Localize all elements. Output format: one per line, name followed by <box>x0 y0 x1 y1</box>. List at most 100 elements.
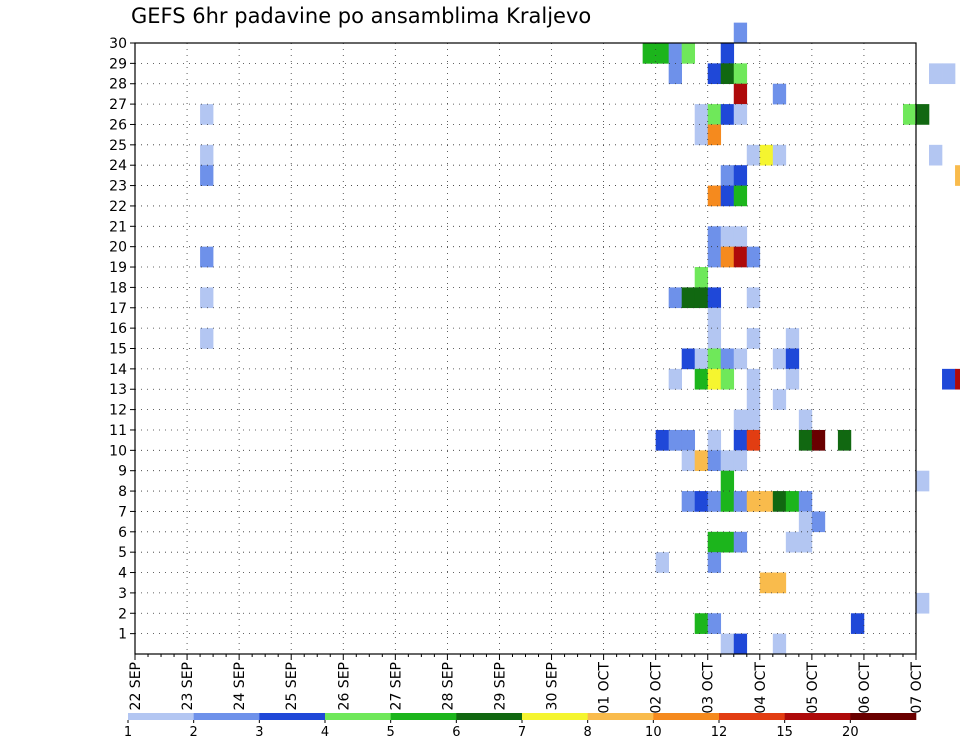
heatmap-cell <box>681 43 696 64</box>
heatmap-cell <box>916 104 930 125</box>
y-tick-label: 11 <box>109 423 127 439</box>
legend-swatch <box>325 713 391 720</box>
heatmap-cell <box>772 572 787 594</box>
heatmap-cell <box>694 368 709 390</box>
heatmap-cell <box>720 348 735 370</box>
heatmap-cell <box>694 348 709 370</box>
heatmap-cell <box>707 450 722 471</box>
legend-label: 4 <box>321 725 329 740</box>
x-tick-label: 25 SEP <box>284 662 300 710</box>
legend-swatch <box>784 713 851 720</box>
x-tick-label: 27 SEP <box>388 662 404 710</box>
heatmap-cell <box>707 246 722 268</box>
y-tick-label: 16 <box>109 321 127 337</box>
heatmap-cell <box>733 491 748 512</box>
heatmap-cell <box>707 124 722 146</box>
heatmap-cell <box>955 165 960 186</box>
heatmap-cell <box>759 144 774 166</box>
heatmap-cell <box>772 389 787 410</box>
x-tick-label: 03 OCT <box>701 662 717 714</box>
heatmap-cell <box>772 144 787 166</box>
heatmap-cell <box>694 491 709 512</box>
heatmap-cell <box>759 491 774 512</box>
heatmap-cell <box>655 552 669 573</box>
heatmap-cell <box>694 613 709 634</box>
heatmap-cell <box>733 348 748 370</box>
heatmap-cell <box>655 429 669 451</box>
heatmap-cell <box>707 552 722 573</box>
heatmap-cell <box>694 450 709 471</box>
heatmap-cell <box>668 63 682 85</box>
heatmap-cell <box>707 287 722 309</box>
legend-swatch <box>522 713 588 720</box>
heatmap-cell <box>733 246 748 268</box>
legend-swatch <box>653 713 720 720</box>
heatmap-cell <box>772 83 787 105</box>
y-tick-label: 25 <box>109 138 127 154</box>
x-tick-label: 04 OCT <box>753 662 769 714</box>
y-tick-label: 29 <box>109 56 127 72</box>
legend-label: 2 <box>190 725 198 740</box>
heatmap-cell <box>200 246 214 268</box>
legend-label: 15 <box>776 725 793 740</box>
heatmap-cell <box>720 368 735 390</box>
heatmap-cell <box>733 226 748 247</box>
heatmap-cell <box>929 63 943 85</box>
y-tick-label: 24 <box>109 158 127 174</box>
heatmap-cell <box>733 63 748 85</box>
heatmap-cell <box>681 491 696 512</box>
heatmap-cell <box>668 429 682 451</box>
heatmap-cell <box>200 144 214 166</box>
heatmap-cell <box>694 287 709 309</box>
heatmap-cell <box>785 491 800 512</box>
heatmap-cell <box>733 429 748 451</box>
heatmap-cell <box>720 633 735 655</box>
y-tick-label: 26 <box>109 117 127 133</box>
legend-swatch <box>193 713 260 720</box>
legend-label: 1 <box>124 725 132 740</box>
x-tick-label: 23 SEP <box>180 662 196 710</box>
heatmap-cell <box>681 348 696 370</box>
legend-swatch <box>390 713 457 720</box>
y-tick-label: 17 <box>109 301 127 317</box>
heatmap-cell <box>707 429 722 451</box>
y-tick-label: 8 <box>118 484 127 500</box>
y-tick-label: 3 <box>118 586 127 602</box>
heatmap-cell <box>681 429 696 451</box>
x-tick-label: 30 SEP <box>545 662 561 710</box>
heatmap-cell <box>668 368 682 390</box>
y-tick-label: 7 <box>118 504 127 520</box>
heatmap-cell <box>798 531 813 553</box>
x-ticks <box>134 654 917 660</box>
heatmap-cell <box>707 185 722 207</box>
heatmap-cell <box>720 246 735 268</box>
heatmap-cell <box>720 43 735 64</box>
heatmap-cell <box>707 613 722 634</box>
heatmap-cell <box>720 531 735 553</box>
legend-label: 7 <box>518 725 526 740</box>
heatmap-cell <box>733 531 748 553</box>
heatmap-cell <box>681 450 696 471</box>
heatmap-cell <box>733 450 748 471</box>
x-tick-label: 26 SEP <box>336 662 352 710</box>
heatmap-cell <box>746 287 761 309</box>
y-tick-label: 23 <box>109 179 127 195</box>
heatmap-cell <box>955 368 960 390</box>
heatmap-cell <box>942 368 956 390</box>
x-tick-label: 24 SEP <box>232 662 248 710</box>
y-tick-label: 22 <box>109 199 127 215</box>
grid <box>135 43 916 654</box>
heatmap-cell <box>746 409 761 431</box>
x-tick-label: 07 OCT <box>909 662 925 714</box>
cells-group <box>200 22 960 655</box>
heatmap-cell <box>720 165 735 186</box>
heatmap-cell <box>707 226 722 247</box>
x-tick-label: 22 SEP <box>128 662 144 710</box>
legend-swatch <box>587 713 654 720</box>
legend-swatch <box>456 713 523 720</box>
heatmap-cell <box>707 104 722 125</box>
heatmap-cell <box>720 63 735 85</box>
heatmap-cell <box>733 104 748 125</box>
y-tick-label: 9 <box>118 464 127 480</box>
heatmap-cell <box>746 429 761 451</box>
